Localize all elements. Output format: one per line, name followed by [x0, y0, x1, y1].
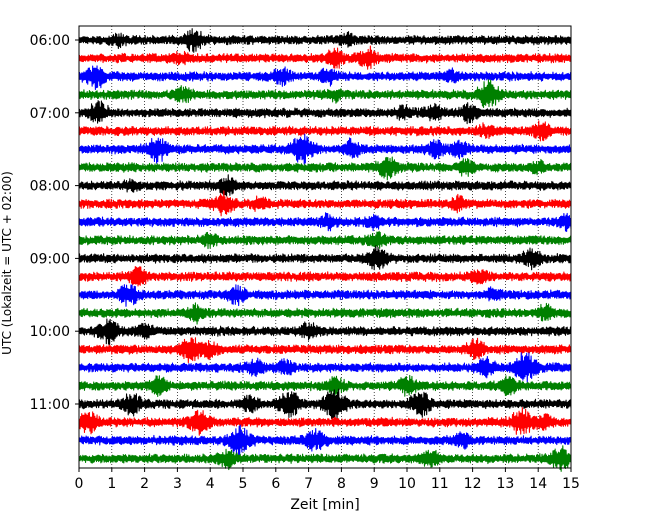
y-tick-label-0700: 07:00 — [30, 106, 70, 122]
trace-0845 — [78, 230, 572, 250]
trace-1115 — [78, 407, 572, 436]
trace-0615 — [78, 45, 572, 70]
trace-0815 — [78, 190, 572, 217]
x-tick-label-7: 7 — [304, 476, 313, 492]
trace-1145 — [78, 445, 572, 472]
x-tick-label-3: 3 — [173, 476, 182, 492]
y-axis-ticks: 06:00 07:00 08:00 09:00 10:00 11:00 — [30, 33, 79, 413]
trace-0915 — [78, 265, 572, 287]
trace-0600 — [78, 28, 572, 53]
y-tick-label-1100: 11:00 — [30, 397, 70, 413]
x-tick-label-13: 13 — [496, 476, 514, 492]
x-axis-ticks: 0 1 2 3 4 5 6 7 8 9 10 11 12 13 14 15 — [75, 468, 580, 492]
x-tick-label-5: 5 — [239, 476, 248, 492]
seismic-traces — [78, 28, 572, 472]
trace-1130 — [78, 424, 572, 457]
x-tick-label-9: 9 — [370, 476, 379, 492]
plot-frame — [78, 25, 572, 469]
trace-0700 — [78, 100, 572, 125]
trace-0900 — [78, 245, 572, 271]
y-tick-label-0900: 09:00 — [30, 251, 70, 267]
trace-1030 — [78, 352, 572, 383]
trace-0745 — [78, 156, 572, 181]
trace-0730 — [78, 133, 572, 165]
x-tick-label-10: 10 — [398, 476, 416, 492]
y-tick-label-0600: 06:00 — [30, 33, 70, 49]
y-tick-label-1000: 10:00 — [30, 324, 70, 340]
trace-0930 — [78, 284, 572, 307]
trace-0645 — [78, 79, 572, 109]
x-tick-label-4: 4 — [206, 476, 215, 492]
y-tick-label-0800: 08:00 — [30, 179, 70, 195]
trace-1000 — [78, 318, 572, 346]
x-tick-label-8: 8 — [337, 476, 346, 492]
trace-1045 — [78, 374, 572, 397]
trace-0715 — [78, 120, 572, 142]
x-tick-label-15: 15 — [562, 476, 580, 492]
trace-0945 — [78, 302, 572, 325]
x-tick-label-2: 2 — [140, 476, 149, 492]
y-axis-label: UTC (Lokalzeit = UTC + 02:00) — [0, 171, 14, 355]
x-axis-label: Zeit [min] — [290, 497, 359, 513]
x-tick-label-6: 6 — [271, 476, 280, 492]
x-tick-label-11: 11 — [431, 476, 449, 492]
trace-0630 — [78, 65, 572, 91]
trace-0830 — [78, 212, 572, 232]
x-tick-label-12: 12 — [464, 476, 482, 492]
trace-1015 — [78, 337, 572, 364]
x-tick-label-1: 1 — [107, 476, 116, 492]
x-tick-label-14: 14 — [529, 476, 547, 492]
trace-0800 — [78, 174, 572, 197]
x-tick-label-0: 0 — [75, 476, 84, 492]
trace-1100 — [78, 388, 572, 421]
